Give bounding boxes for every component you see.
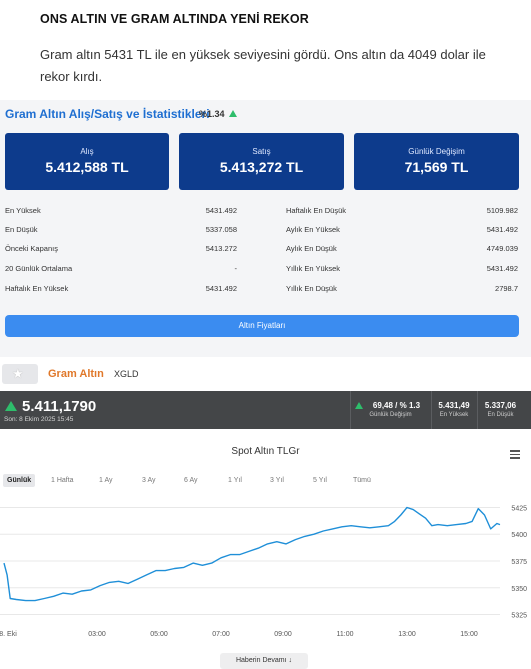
stat-label: En Yüksek — [5, 206, 41, 215]
stat-label: Önceki Kapanış — [5, 244, 58, 253]
range-tab-5-years[interactable]: 5 Yıl — [313, 477, 327, 484]
last-update-date: Son: 8 Ekim 2025 15:45 — [4, 416, 74, 423]
low-value: 5.337,06 — [484, 401, 517, 410]
range-tab-1-month[interactable]: 1 Ay — [99, 477, 113, 484]
stat-value: 5431.492 — [205, 206, 237, 215]
stat-label: Haftalık En Yüksek — [5, 284, 69, 293]
stat-value: 4749.039 — [486, 244, 518, 253]
x-tick-label: 07:00 — [212, 631, 230, 638]
buy-label: Alış — [80, 147, 94, 156]
ticker-bar — [0, 391, 531, 429]
high-label: En Yüksek — [439, 412, 469, 418]
up-arrow-icon — [355, 402, 363, 409]
stat-label: Aylık En Yüksek — [286, 225, 340, 234]
y-tick-label: 5350 — [511, 586, 527, 593]
daily-change-cell: 69,48 / % 1.3 Günlük Değişim — [350, 391, 430, 429]
stat-row: Haftalık En Yüksek 5431.492 — [5, 284, 237, 300]
stat-row: Yıllık En Düşük 2798.7 — [286, 284, 518, 300]
instrument-name: Gram Altın — [48, 368, 104, 380]
daily-change-value: 71,569 TL — [404, 159, 469, 175]
y-tick-label: 5325 — [511, 613, 527, 620]
x-tick-label: 05:00 — [150, 631, 168, 638]
y-tick-label: 5375 — [511, 559, 527, 566]
read-more-label: Haberin Devamı — [235, 657, 287, 664]
stat-value: 5431.492 — [486, 225, 518, 234]
stat-value: 5431.492 — [486, 264, 518, 273]
gold-change-pct: %1.34 — [199, 109, 225, 119]
low-cell: 5.337,06 En Düşük — [477, 391, 523, 429]
price-line-chart[interactable]: 5325 5350 5375 5400 5425 8. Eki 03:00 05:00 07:0… — [0, 490, 531, 640]
daily-change-label: Günlük Değişim — [408, 147, 465, 156]
stat-value: 5109.982 — [486, 206, 518, 215]
x-tick-label: 03:00 — [88, 631, 106, 638]
stat-row: Aylık En Yüksek 5431.492 — [286, 225, 518, 241]
low-label: En Düşük — [487, 412, 514, 418]
stat-label: En Düşük — [5, 225, 38, 234]
stat-value: 2798.7 — [495, 284, 518, 293]
stat-row: En Düşük 5337.058 — [5, 225, 237, 241]
range-tab-1-year[interactable]: 1 Yıl — [228, 477, 242, 484]
high-cell: 5.431,49 En Yüksek — [431, 391, 476, 429]
up-arrow-icon — [229, 110, 237, 117]
stat-label: Yıllık En Yüksek — [286, 264, 341, 273]
star-icon[interactable]: ★ — [12, 366, 24, 381]
stat-value: - — [234, 264, 238, 273]
range-tab-1-week[interactable]: 1 Hafta — [51, 477, 74, 484]
range-tab-daily[interactable]: Günlük — [3, 474, 36, 487]
daily-change-card: Günlük Değişim 71,569 TL — [354, 133, 519, 190]
article-lead: Gram altın 5431 TL ile en yüksek seviyes… — [40, 47, 486, 84]
stat-row: Haftalık En Düşük 5109.982 — [286, 206, 518, 222]
arrow-down-icon: ↓ — [288, 657, 293, 664]
x-tick-label: 13:00 — [398, 631, 416, 638]
stat-value: 5431.492 — [205, 284, 237, 293]
stat-label: 20 Günlük Ortalama — [5, 264, 73, 273]
read-more-button[interactable]: Haberin Devamı ↓ — [220, 653, 308, 669]
stat-row: En Yüksek 5431.492 — [5, 206, 237, 222]
chart-title: Spot Altın TLGr — [231, 446, 300, 457]
favorite-button[interactable] — [2, 364, 38, 384]
range-tab-all[interactable]: Tümü — [353, 477, 371, 484]
y-tick-label: 5400 — [511, 532, 527, 539]
buy-value: 5.412,588 TL — [45, 159, 129, 175]
x-tick-label: 15:00 — [460, 631, 478, 638]
high-value: 5.431,49 — [438, 401, 470, 410]
gold-widget-title: Gram Altın Alış/Satış ve İstatistikleri — [5, 107, 210, 121]
current-price: 5.411,1790 — [22, 398, 97, 415]
gold-prices-button[interactable]: Altın Fiyatları — [5, 315, 519, 337]
up-arrow-icon — [5, 401, 17, 411]
range-tab-3-months[interactable]: 3 Ay — [142, 477, 156, 484]
hamburger-menu-icon[interactable] — [510, 450, 520, 459]
x-tick-label: 11:00 — [337, 631, 354, 638]
sell-label: Satış — [252, 147, 271, 156]
sell-value: 5.413,272 TL — [219, 159, 304, 175]
stat-value: 5413.272 — [205, 244, 237, 253]
stat-value: 5337.058 — [205, 225, 237, 234]
stat-row: Yıllık En Yüksek 5431.492 — [286, 264, 518, 280]
range-tab-3-years[interactable]: 3 Yıl — [270, 477, 284, 484]
stat-label: Haftalık En Düşük — [286, 206, 347, 215]
y-tick-label: 5425 — [511, 505, 527, 512]
x-tick-label: 09:00 — [274, 631, 292, 638]
stat-row: Aylık En Düşük 4749.039 — [286, 244, 518, 260]
daily-change-label: Günlük Değişim — [369, 412, 412, 418]
range-tab-6-months[interactable]: 6 Ay — [184, 477, 198, 484]
instrument-header — [0, 361, 531, 389]
stat-row: Önceki Kapanış 5413.272 — [5, 244, 237, 260]
sell-price-card: Satış 5.413,272 TL — [179, 133, 344, 190]
stat-row: 20 Günlük Ortalama - — [5, 264, 237, 280]
price-series-line — [3, 506, 501, 602]
stat-label: Aylık En Düşük — [286, 244, 337, 253]
buy-price-card: Alış 5.412,588 TL — [5, 133, 169, 190]
daily-change-value: 69,48 / % 1.3 — [372, 401, 421, 410]
stat-label: Yıllık En Düşük — [286, 284, 337, 293]
instrument-code: XGLD — [114, 369, 139, 379]
article-headline: ONS ALTIN VE GRAM ALTINDA YENİ REKOR — [40, 12, 309, 26]
x-tick-label: 8. Eki — [0, 631, 17, 638]
